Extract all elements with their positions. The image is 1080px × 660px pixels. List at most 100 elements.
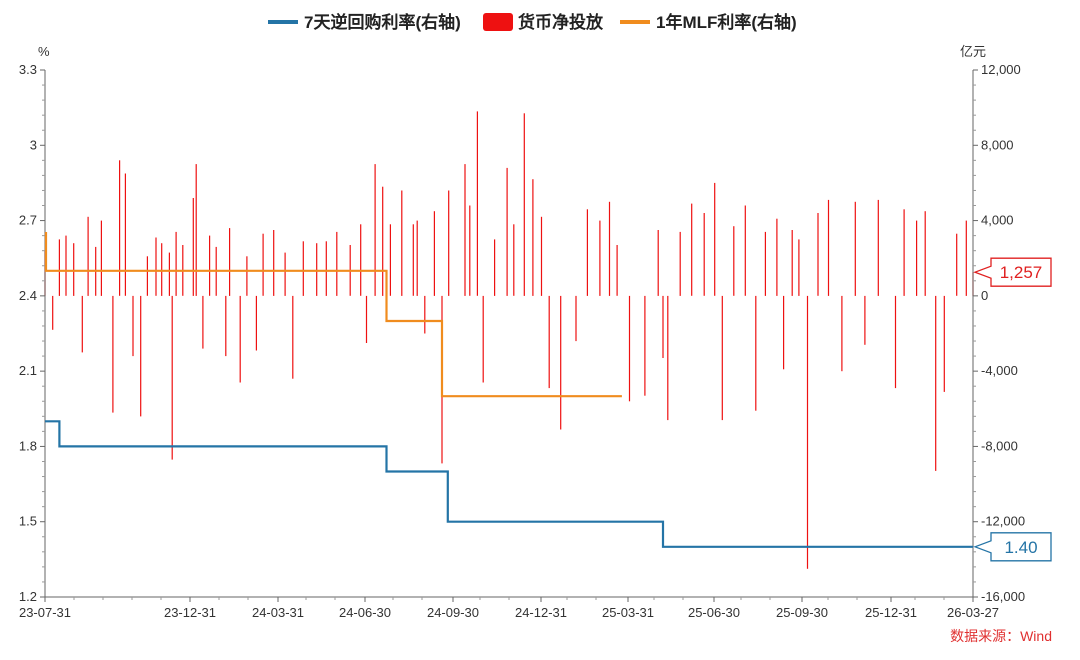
net-injection-bar bbox=[81, 295, 83, 353]
net-injection-bar bbox=[424, 295, 426, 334]
net-injection-bar bbox=[464, 164, 466, 296]
repo-rate-line bbox=[45, 420, 973, 548]
x-tick-label: 24-09-30 bbox=[427, 605, 479, 620]
net-injection-bar bbox=[943, 295, 945, 392]
net-injection-bar bbox=[132, 295, 134, 357]
net-injection-bar bbox=[146, 256, 148, 296]
net-injection-bar bbox=[935, 295, 937, 471]
net-injection-bar bbox=[575, 295, 577, 342]
right-tick-label: 4,000 bbox=[981, 213, 1014, 228]
net-injection-bar bbox=[513, 224, 515, 296]
x-tick-label: 24-06-30 bbox=[339, 605, 391, 620]
net-injection-bar bbox=[877, 199, 879, 296]
net-injection-bar bbox=[239, 295, 241, 383]
net-injection-bar bbox=[841, 295, 843, 372]
rate-lines bbox=[44, 232, 973, 548]
net-injection-bar bbox=[374, 164, 376, 296]
net-injection-bar bbox=[854, 201, 856, 296]
x-tick-label: 25-03-31 bbox=[602, 605, 654, 620]
net-injection-bar bbox=[175, 231, 177, 296]
net-injection-bar bbox=[246, 256, 248, 296]
net-injection-bar bbox=[73, 243, 75, 296]
net-injection-bar bbox=[662, 295, 664, 358]
net-injection-bar bbox=[894, 295, 897, 389]
repo-rate-callout: 1.40 bbox=[973, 532, 1052, 562]
net-injection-bar bbox=[365, 295, 368, 343]
net-injection-bar bbox=[225, 295, 227, 357]
x-tick-label: 25-12-31 bbox=[865, 605, 917, 620]
net-injection-bar bbox=[657, 230, 659, 296]
net-injection-bar bbox=[691, 203, 693, 296]
net-injection-bar bbox=[482, 295, 484, 383]
left-tick-label: 3.3 bbox=[19, 62, 37, 77]
right-tick-label: 12,000 bbox=[981, 62, 1021, 77]
left-tick-label: 3 bbox=[30, 137, 37, 152]
net-injection-bar bbox=[469, 205, 471, 296]
net-injection-bar bbox=[817, 213, 819, 296]
net-injection-bar bbox=[791, 230, 793, 296]
right-tick-label: 8,000 bbox=[981, 137, 1014, 152]
net-injection-bar bbox=[262, 233, 264, 296]
net-injection-bar bbox=[360, 224, 362, 296]
net-injection-bar bbox=[171, 295, 173, 460]
legend-label-repo: 7天逆回购利率(右轴) bbox=[304, 12, 461, 32]
net-injection-bar bbox=[494, 239, 496, 296]
net-injection-bar bbox=[209, 235, 211, 296]
net-injection-bar bbox=[433, 211, 435, 296]
net-injection-bar bbox=[476, 111, 478, 296]
net-injection-bar bbox=[916, 220, 918, 296]
net-injection-bar bbox=[628, 295, 631, 402]
x-tick-label: 23-07-31 bbox=[19, 605, 71, 620]
net-injection-bar bbox=[316, 243, 318, 296]
mlf-rate-line bbox=[44, 232, 622, 398]
net-injection-bar bbox=[744, 205, 746, 296]
net-injection-bar bbox=[776, 218, 778, 296]
left-tick-label: 1.8 bbox=[19, 438, 37, 453]
net-injection-bar bbox=[523, 113, 525, 296]
net-injection-bar bbox=[382, 186, 384, 296]
net-injection-bar bbox=[599, 220, 601, 296]
net-injection-bar bbox=[155, 237, 157, 296]
net-injection-bar bbox=[714, 182, 716, 296]
legend-label-mlf: 1年MLF利率(右轴) bbox=[656, 12, 797, 32]
net-injection-bar bbox=[721, 295, 723, 421]
net-injection-bar bbox=[644, 295, 646, 396]
left-tick-label: 1.2 bbox=[19, 589, 37, 604]
net-injection-bar bbox=[448, 190, 450, 296]
legend: 7天逆回购利率(右轴) 货币净投放 1年MLF利率(右轴) bbox=[268, 12, 797, 32]
net-injection-bar bbox=[168, 252, 170, 296]
net-injection-bar bbox=[100, 220, 102, 296]
net-injection-bar bbox=[255, 295, 257, 351]
repo-rate-callout-box bbox=[973, 532, 1052, 562]
x-tick-label: 25-06-30 bbox=[688, 605, 740, 620]
net-injection-callout-box bbox=[973, 257, 1052, 287]
net-injection-bar bbox=[87, 216, 89, 296]
net-injection-bar bbox=[202, 295, 204, 349]
net-injection-bar bbox=[325, 241, 327, 296]
right-tick-label: -4,000 bbox=[981, 363, 1018, 378]
x-tick-label: 23-12-31 bbox=[164, 605, 216, 620]
right-tick-label: -8,000 bbox=[981, 438, 1018, 453]
net-injection-bar bbox=[192, 198, 194, 296]
net-injection-bar bbox=[586, 209, 588, 296]
net-injection-bar bbox=[703, 213, 705, 296]
net-injection-bar bbox=[783, 295, 785, 370]
net-injection-bar bbox=[560, 295, 562, 430]
net-injection-bars bbox=[44, 111, 974, 569]
net-injection-bar bbox=[336, 231, 338, 296]
net-injection-callout-label: 1,257 bbox=[1000, 263, 1043, 282]
net-injection-bar bbox=[903, 209, 905, 296]
left-axis-unit: % bbox=[38, 44, 50, 59]
net-injection-bar bbox=[755, 295, 757, 411]
net-injection-callout: 1,257 bbox=[973, 257, 1052, 287]
value-callouts: 1,257 1.40 bbox=[973, 257, 1052, 562]
net-injection-bar bbox=[229, 228, 231, 296]
net-injection-bar bbox=[798, 239, 800, 296]
net-injection-bar bbox=[506, 167, 508, 296]
net-injection-bar bbox=[532, 179, 534, 296]
net-injection-bar bbox=[65, 235, 67, 296]
x-tick-label: 24-03-31 bbox=[252, 605, 304, 620]
net-injection-bar bbox=[548, 295, 550, 389]
net-injection-bar bbox=[195, 164, 197, 296]
